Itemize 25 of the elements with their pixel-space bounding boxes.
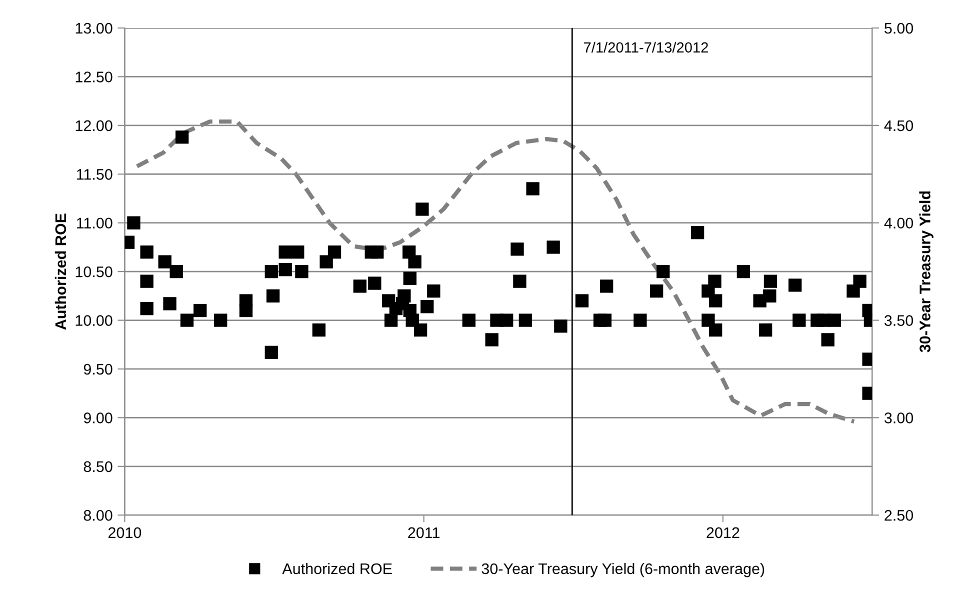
y-tick-label: 12.00 xyxy=(76,120,112,132)
y-tick-label: 11.00 xyxy=(76,218,112,229)
y2-tick-label: 3.50 xyxy=(884,315,914,326)
y2-tick-label: 4.50 xyxy=(884,120,914,132)
y2-tick-label: 2.50 xyxy=(884,510,914,521)
legend-label: Authorized ROE xyxy=(282,562,392,574)
y-tick-label: 10.50 xyxy=(76,266,112,278)
y-tick-label: 8.00 xyxy=(84,510,112,521)
y-tick-label: 9.00 xyxy=(84,412,112,424)
y2-axis-title: 30-Year Treasury Yield xyxy=(919,191,934,352)
ref-line-label: 7/1/2011-7/13/2012 xyxy=(584,42,708,53)
legend-label: 30-Year Treasury Yield (6-month average) xyxy=(482,562,764,578)
y-tick-label: 10.00 xyxy=(76,315,112,326)
y2-tick-label: 3.00 xyxy=(884,412,914,424)
y-tick-label: 13.00 xyxy=(76,22,112,34)
y-tick-label: 11.50 xyxy=(76,168,112,180)
y-axis-title: Authorized ROE xyxy=(54,214,66,330)
y-tick-label: 8.50 xyxy=(84,461,112,472)
y2-tick-label: 5.00 xyxy=(884,22,914,34)
y-tick-label: 9.50 xyxy=(84,364,112,375)
x-tick-label: 2010 xyxy=(108,527,142,538)
x-tick-label: 2012 xyxy=(706,527,740,538)
x-tick-label: 2011 xyxy=(408,527,440,538)
y-tick-label: 12.50 xyxy=(76,72,112,82)
y2-tick-label: 4.00 xyxy=(884,218,914,229)
